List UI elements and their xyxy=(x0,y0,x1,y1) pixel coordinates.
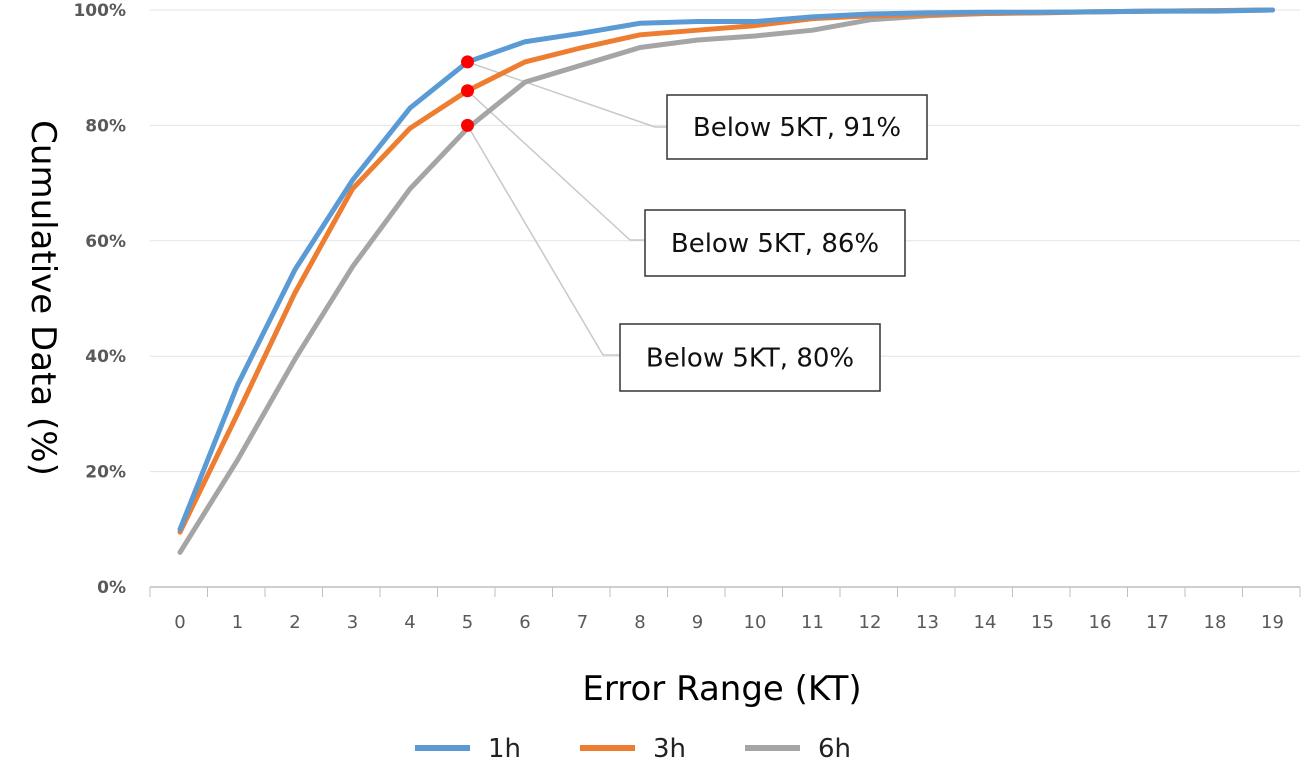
y-tick-label: 60% xyxy=(85,232,126,252)
y-tick-labels: 0% 20% 40% 60% 80% 100% xyxy=(73,1,126,598)
callouts: Below 5KT, 91% Below 5KT, 86% Below 5KT, 8… xyxy=(619,94,928,392)
x-tick-label: 8 xyxy=(634,612,645,633)
x-tick-label: 4 xyxy=(404,612,415,633)
series-lines xyxy=(177,7,1275,555)
legend-label-3h: 3h xyxy=(653,734,686,764)
x-tick-label: 15 xyxy=(1031,612,1054,633)
x-tick-label: 9 xyxy=(692,612,703,633)
legend: 1h 3h 6h xyxy=(415,734,851,764)
callout-text: Below 5KT, 86% xyxy=(671,229,879,259)
marker-3h xyxy=(461,84,474,98)
x-tick-label: 10 xyxy=(744,612,767,633)
y-axis-title: Cumulative Data (%) xyxy=(23,120,63,476)
callout-text: Below 5KT, 80% xyxy=(646,344,854,374)
y-tick-label: 100% xyxy=(73,1,126,21)
x-tick-label: 1 xyxy=(232,612,243,633)
x-tick-label: 13 xyxy=(916,612,939,633)
y-tick-label: 20% xyxy=(85,463,126,483)
y-tick-label: 0% xyxy=(97,578,126,598)
x-tick-label: 11 xyxy=(801,612,824,633)
x-tick-label: 5 xyxy=(462,612,473,633)
x-tick-label: 2 xyxy=(289,612,300,633)
x-tick-label: 16 xyxy=(1089,612,1112,633)
x-tick-label: 14 xyxy=(974,612,997,633)
x-tick-label: 6 xyxy=(519,612,530,633)
y-tick-label: 40% xyxy=(85,347,126,367)
x-axis-title: Error Range (KT) xyxy=(582,669,861,709)
marker-1h xyxy=(461,55,474,69)
callout-text: Below 5KT, 91% xyxy=(693,113,901,143)
series-line-6h xyxy=(177,7,1275,555)
y-tick-label: 80% xyxy=(85,116,126,136)
series-line-1h xyxy=(177,7,1275,532)
callout-leader xyxy=(466,125,604,356)
legend-label-6h: 6h xyxy=(818,734,851,764)
x-tick-label: 18 xyxy=(1204,612,1227,633)
callout-box xyxy=(644,209,906,277)
x-tick-label: 19 xyxy=(1261,612,1284,633)
x-tick-label: 3 xyxy=(347,612,358,633)
x-tick-label: 12 xyxy=(859,612,882,633)
marker-6h xyxy=(461,118,474,132)
x-tick-labels: 0 1 2 3 4 5 6 7 8 9 10 11 12 13 14 15 16 17 18 19 xyxy=(149,587,1301,633)
highlight-markers xyxy=(461,55,474,132)
callout-leader xyxy=(466,90,631,241)
x-tick-label: 17 xyxy=(1146,612,1169,633)
callout-box xyxy=(619,323,881,392)
x-tick-label: 7 xyxy=(577,612,588,633)
callout-box xyxy=(666,94,928,160)
legend-label-1h: 1h xyxy=(488,734,521,764)
x-tick-label: 0 xyxy=(174,612,185,633)
